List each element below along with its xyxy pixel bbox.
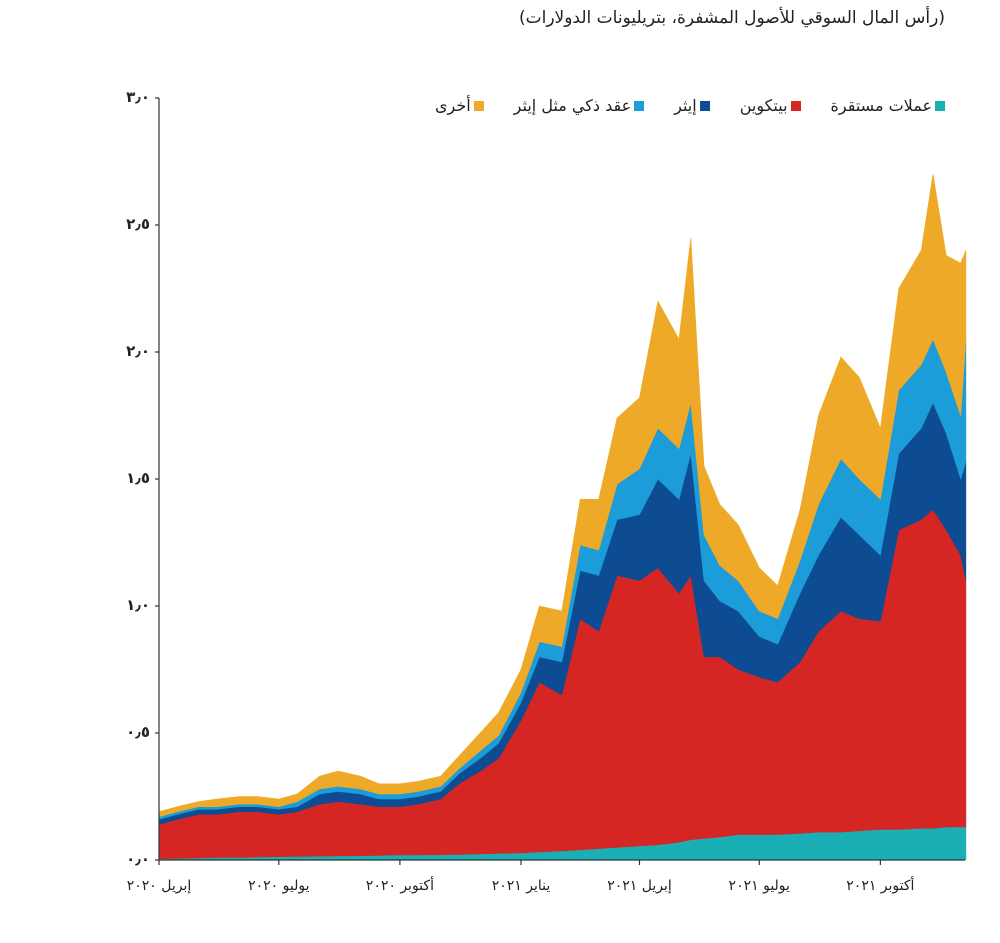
x-tick-label: أكتوبر ٢٠٢١ — [846, 878, 915, 894]
y-tick-label: ١٫٠ — [126, 596, 150, 614]
x-tick-label: يوليو ٢٠٢٠ — [248, 878, 310, 894]
legend-label: عقد ذكي مثل إيثر — [513, 96, 632, 115]
legend-swatch — [790, 100, 801, 111]
legend-label: عملات مستقرة — [830, 96, 932, 115]
x-tick-label: أكتوبر ٢٠٢٠ — [365, 878, 434, 894]
chart-title: (رأس المال السوقي للأصول المشفرة، بتريلي… — [518, 8, 945, 28]
legend-item-stablecoins: عملات مستقرة — [831, 96, 945, 115]
y-tick-label: ٣٫٠ — [126, 88, 150, 106]
y-tick-label: ٢٫٠ — [126, 342, 150, 360]
y-tick-label: ١٫٥ — [126, 469, 150, 487]
y-tick-label: ٠٫٥ — [126, 723, 150, 741]
area-series-other — [158, 174, 967, 818]
legend-swatch — [935, 100, 945, 111]
legend-swatch — [699, 100, 710, 111]
legend-item-other: أخرى — [435, 96, 484, 115]
y-tick-label: ٢٫٥ — [126, 215, 150, 233]
legend-swatch — [634, 100, 645, 111]
x-tick-label: إبريل ٢٠٢١ — [607, 878, 672, 894]
legend: عملات مستقرة بيتكوين إيثر عقد ذكي مثل إي… — [435, 96, 945, 115]
legend-label: إيثر — [674, 96, 697, 115]
x-tick-label: إبريل ٢٠٢٠ — [126, 878, 192, 894]
legend-label: بيتكوين — [739, 96, 788, 115]
legend-label: أخرى — [434, 96, 471, 115]
legend-swatch — [473, 100, 484, 111]
legend-item-bitcoin: بيتكوين — [740, 96, 801, 115]
x-tick-label: يناير ٢٠٢١ — [491, 878, 551, 894]
legend-item-smart-contract: عقد ذكي مثل إيثر — [513, 96, 645, 115]
x-tick-label: يوليو ٢٠٢١ — [728, 878, 790, 894]
legend-item-ether: إيثر — [674, 96, 710, 115]
y-tick-label: ٠٫٠ — [126, 850, 150, 868]
